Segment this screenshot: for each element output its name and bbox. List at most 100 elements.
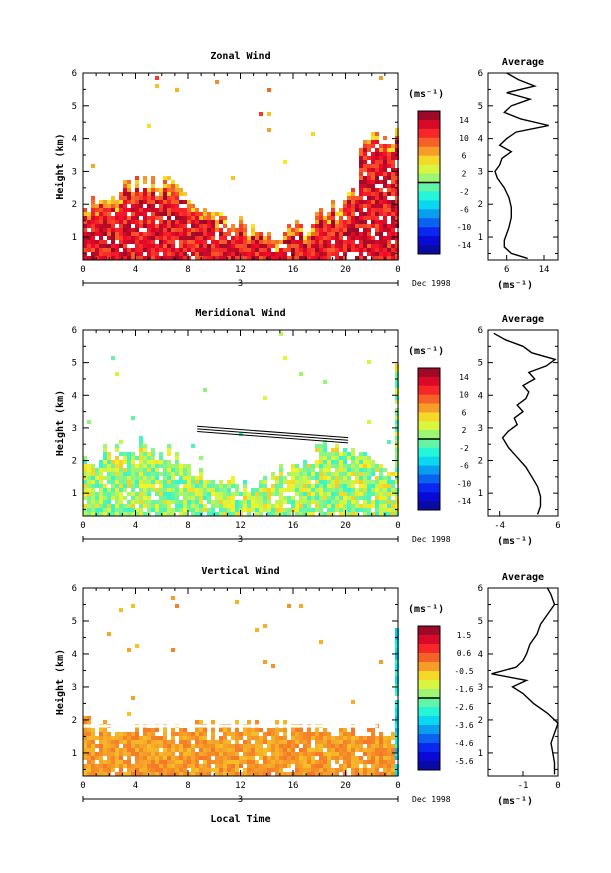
colorbar-tick-label: -14 (457, 241, 472, 250)
y-axis-label: Height (km) (54, 133, 66, 199)
y-tick-label: 4 (72, 650, 77, 660)
date-marker: 3 (238, 279, 243, 289)
x-tick-label: 0 (395, 781, 400, 791)
x-tick-label: 20 (340, 265, 351, 275)
colorbar-tick-label: 2 (462, 170, 467, 179)
profile-y-tick-label: 2 (478, 200, 483, 210)
colorbar-tick-label: -6 (459, 462, 469, 471)
profile-x-label: (ms⁻¹) (497, 536, 533, 547)
y-tick-label: 4 (72, 135, 77, 145)
colorbar-tick-label: 14 (459, 373, 469, 382)
profile-y-tick-label: 4 (478, 650, 483, 660)
x-axis-label: Local Time (210, 813, 270, 825)
profile-y-tick-label: 3 (478, 683, 483, 693)
colorbar-tick-label: 1.5 (457, 631, 472, 640)
y-tick-label: 6 (72, 326, 77, 336)
y-tick-label: 2 (72, 200, 77, 210)
colorbar-tick-label: -1.6 (454, 685, 473, 694)
colorbar-tick-label: -2 (459, 444, 469, 453)
y-tick-label: 6 (72, 69, 77, 79)
profile-x-tick-label: 0 (555, 781, 560, 791)
colorbar-tick-label: 10 (459, 391, 469, 400)
x-tick-label: 4 (133, 781, 138, 791)
colorbar-tick-label: 14 (459, 116, 469, 125)
profile-line (491, 587, 559, 775)
y-tick-label: 5 (72, 617, 77, 627)
y-tick-label: 3 (72, 167, 77, 177)
x-tick-label: 8 (185, 521, 190, 531)
heatmap-cells (83, 76, 399, 260)
x-tick-label: 12 (235, 521, 246, 531)
colorbar: (ms⁻¹) 1.5 0.6 -0.5 -1.6 -2.6 -3.6 -4.6 -5.6 (408, 604, 474, 771)
y-tick-label: 4 (72, 391, 77, 401)
x-tick-label: 16 (288, 521, 299, 531)
colorbar-tick-label: -2.6 (454, 703, 473, 712)
y-tick-label: 1 (72, 233, 77, 243)
panel-title: Zonal Wind (210, 50, 270, 62)
colorbar-unit: (ms⁻¹) (408, 89, 444, 100)
x-tick-label: 0 (395, 521, 400, 531)
profile-y-tick-label: 5 (478, 102, 483, 112)
colorbar-tick-label: -10 (457, 479, 472, 488)
x-tick-label: 16 (288, 781, 299, 791)
date-marker: 3 (238, 535, 243, 545)
colorbar-tick-label: -4.6 (454, 739, 473, 748)
profile-y-tick-label: 3 (478, 167, 483, 177)
y-tick-label: 1 (72, 489, 77, 499)
profile-title: Average (502, 57, 544, 68)
x-tick-label: 16 (288, 265, 299, 275)
colorbar-tick-label: -14 (457, 497, 472, 506)
x-tick-label: 12 (235, 265, 246, 275)
colorbar: (ms⁻¹) 14 10 6 2 -2 -6 -10 -14 (408, 346, 471, 511)
panel-title: Vertical Wind (201, 565, 279, 577)
profile-x-tick-label: 6 (555, 521, 560, 531)
colorbar-tick-label: 6 (462, 408, 467, 417)
heatmap-cells (83, 332, 399, 516)
average-profile: 1 2 3 4 5 6 -4 6 Average (ms⁻¹) (478, 314, 561, 547)
y-tick-label: 3 (72, 424, 77, 434)
y-tick-label: 5 (72, 359, 77, 369)
date-label: Dec 1998 (412, 279, 451, 288)
x-tick-label: 0 (80, 265, 85, 275)
x-tick-label: 4 (133, 521, 138, 531)
x-tick-label: 20 (340, 781, 351, 791)
y-tick-label: 3 (72, 683, 77, 693)
date-label: Dec 1998 (412, 795, 451, 804)
profile-x-tick-label: 6 (504, 265, 509, 275)
average-profile: 1 2 3 4 5 6 6 14 Average (ms⁻¹) (478, 57, 559, 291)
profile-y-tick-label: 4 (478, 391, 483, 401)
x-tick-label: 12 (235, 781, 246, 791)
x-tick-label: 0 (80, 781, 85, 791)
colorbar-unit: (ms⁻¹) (408, 346, 444, 357)
colorbar-tick-label: 2 (462, 426, 467, 435)
y-tick-label: 5 (72, 102, 77, 112)
x-tick-label: 8 (185, 265, 190, 275)
profile-y-tick-label: 3 (478, 424, 483, 434)
profile-y-tick-label: 5 (478, 359, 483, 369)
y-axis-label: Height (km) (54, 649, 66, 715)
colorbar-tick-label: 6 (462, 152, 467, 161)
y-tick-label: 2 (72, 457, 77, 467)
colorbar-tick-label: 10 (459, 134, 469, 143)
profile-x-tick-label: -1 (518, 781, 529, 791)
profile-y-tick-label: 6 (478, 326, 483, 336)
colorbar-tick-label: -10 (457, 223, 472, 232)
y-axis-label: Height (km) (54, 390, 66, 456)
profile-y-tick-label: 5 (478, 617, 483, 627)
x-tick-label: 0 (395, 265, 400, 275)
profile-y-tick-label: 2 (478, 716, 483, 726)
colorbar-tick-label: -3.6 (454, 721, 473, 730)
colorbar-unit: (ms⁻¹) (408, 604, 444, 615)
profile-line (493, 332, 557, 515)
colorbar-tick-label: -0.5 (454, 667, 473, 676)
profile-line (494, 72, 549, 260)
contour-lines (197, 425, 349, 444)
panel-title: Meridional Wind (195, 307, 285, 319)
x-tick-label: 20 (340, 521, 351, 531)
profile-y-tick-label: 6 (478, 584, 483, 594)
profile-x-label: (ms⁻¹) (497, 280, 533, 291)
